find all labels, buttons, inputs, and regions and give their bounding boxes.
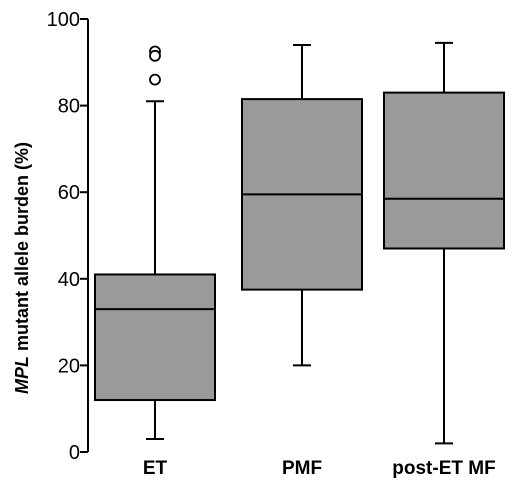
outlier-point — [149, 49, 161, 62]
box-group: post-ET MF — [383, 41, 505, 479]
y-tick-label: 80 — [58, 96, 80, 118]
y-tick-label: 40 — [58, 269, 80, 291]
iqr-box — [94, 273, 216, 402]
box-group: ET — [94, 45, 216, 479]
y-tick-label: 0 — [69, 442, 80, 464]
y-axis-label: MPL mutant allele burden (%) — [12, 142, 32, 394]
x-category-label: PMF — [282, 458, 322, 479]
y-axis-label-rest: mutant allele burden (%) — [12, 142, 32, 356]
y-tick-label: 20 — [58, 355, 80, 377]
y-tick-label: 60 — [58, 182, 80, 204]
outlier-point — [149, 73, 161, 86]
x-category-label: post-ET MF — [392, 458, 495, 479]
y-axis-label-italic: MPL — [12, 356, 32, 394]
y-tick-label: 100 — [47, 9, 80, 31]
box-group: PMF — [241, 43, 363, 479]
boxes: ET PMF post-ET MF — [94, 41, 505, 479]
iqr-box — [383, 91, 505, 250]
x-category-label: ET — [143, 458, 168, 479]
axes: 0 20 40 60 80 100 — [47, 9, 89, 464]
